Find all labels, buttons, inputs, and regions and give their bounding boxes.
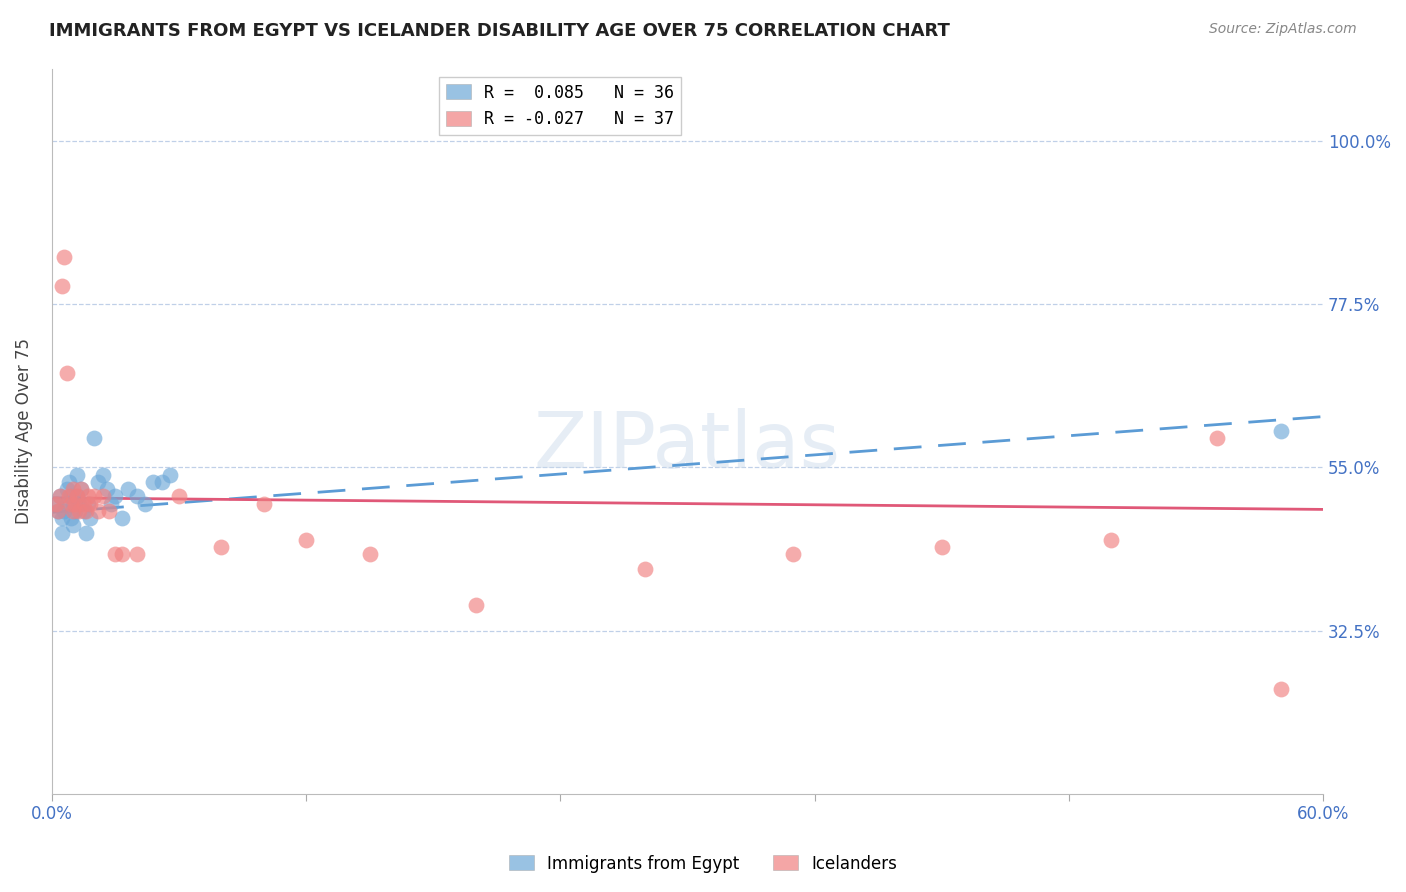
- Point: [91, 467, 114, 482]
- Point: [1206, 431, 1229, 445]
- Point: [142, 475, 165, 489]
- Point: [49, 489, 72, 503]
- Point: [62, 504, 84, 518]
- Point: [66, 467, 89, 482]
- Point: [53, 504, 76, 518]
- Point: [62, 518, 84, 533]
- Point: [75, 525, 97, 540]
- Point: [55, 482, 77, 496]
- Point: [67, 504, 90, 518]
- Point: [96, 482, 118, 496]
- Point: [104, 489, 127, 503]
- Point: [46, 504, 69, 518]
- Point: [55, 497, 77, 511]
- Point: [209, 540, 232, 554]
- Point: [51, 279, 73, 293]
- Point: [159, 467, 181, 482]
- Point: [1099, 533, 1122, 547]
- Text: ZIPatlas: ZIPatlas: [534, 408, 841, 483]
- Point: [167, 489, 190, 503]
- Point: [45, 497, 67, 511]
- Point: [464, 598, 486, 612]
- Legend: Immigrants from Egypt, Icelanders: Immigrants from Egypt, Icelanders: [502, 848, 904, 880]
- Legend: R =  0.085   N = 36, R = -0.027   N = 37: R = 0.085 N = 36, R = -0.027 N = 37: [440, 77, 681, 135]
- Text: Source: ZipAtlas.com: Source: ZipAtlas.com: [1209, 22, 1357, 37]
- Point: [72, 497, 94, 511]
- Point: [125, 489, 148, 503]
- Point: [295, 533, 318, 547]
- Point: [931, 540, 953, 554]
- Point: [125, 547, 148, 561]
- Point: [63, 497, 86, 511]
- Point: [51, 511, 73, 525]
- Point: [67, 497, 90, 511]
- Point: [782, 547, 804, 561]
- Point: [70, 482, 93, 496]
- Point: [55, 366, 77, 380]
- Point: [76, 497, 98, 511]
- Point: [1270, 424, 1292, 438]
- Point: [75, 504, 97, 518]
- Point: [58, 475, 80, 489]
- Point: [59, 511, 82, 525]
- Text: IMMIGRANTS FROM EGYPT VS ICELANDER DISABILITY AGE OVER 75 CORRELATION CHART: IMMIGRANTS FROM EGYPT VS ICELANDER DISAB…: [49, 22, 950, 40]
- Point: [83, 431, 105, 445]
- Point: [97, 504, 120, 518]
- Y-axis label: Disability Age Over 75: Disability Age Over 75: [15, 338, 32, 524]
- Point: [134, 497, 156, 511]
- Point: [51, 525, 73, 540]
- Point: [72, 504, 94, 518]
- Point: [53, 250, 76, 264]
- Point: [45, 497, 67, 511]
- Point: [100, 497, 122, 511]
- Point: [359, 547, 381, 561]
- Point: [634, 562, 657, 576]
- Point: [58, 489, 80, 503]
- Point: [1270, 681, 1292, 696]
- Point: [76, 489, 98, 503]
- Point: [49, 489, 72, 503]
- Point: [63, 504, 86, 518]
- Point: [83, 489, 105, 503]
- Point: [150, 475, 173, 489]
- Point: [79, 497, 101, 511]
- Point: [59, 489, 82, 503]
- Point: [79, 511, 101, 525]
- Point: [87, 504, 110, 518]
- Point: [91, 489, 114, 503]
- Point: [59, 497, 82, 511]
- Point: [104, 547, 127, 561]
- Point: [46, 504, 69, 518]
- Point: [111, 511, 134, 525]
- Point: [87, 475, 110, 489]
- Point: [111, 547, 134, 561]
- Point: [66, 489, 89, 503]
- Point: [66, 489, 89, 503]
- Point: [117, 482, 139, 496]
- Point: [253, 497, 276, 511]
- Point: [62, 497, 84, 511]
- Point: [62, 482, 84, 496]
- Point: [70, 482, 93, 496]
